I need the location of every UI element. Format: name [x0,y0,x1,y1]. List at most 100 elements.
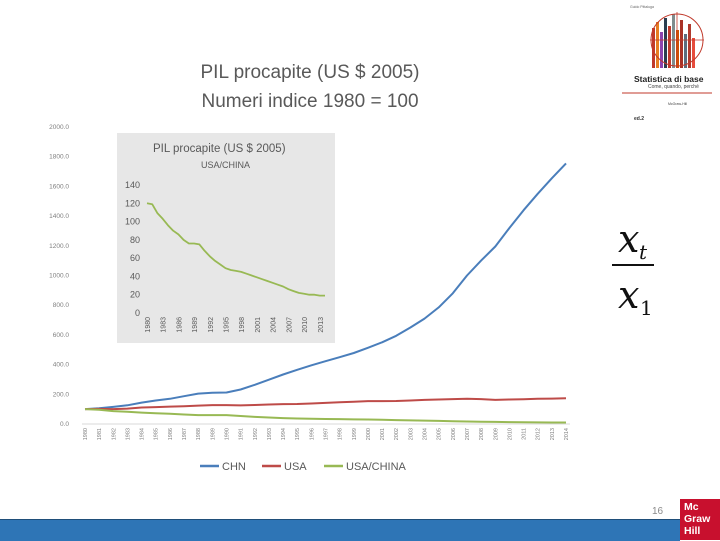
book-edition: ed.2 [634,116,645,122]
main-x-tick-label: 1980 [83,428,89,440]
index-formula: x t x 1 [606,216,660,326]
inset-x-tick-label: 1986 [176,317,183,333]
series-line-chn [84,162,567,411]
main-x-tick-label: 1985 [154,428,160,440]
main-x-tick-label: 1991 [239,428,245,440]
logo-line-1: Mc [684,501,699,513]
main-x-tick-label: 2002 [394,428,400,440]
main-x-tick-label: 1999 [352,428,358,440]
main-x-tick-label: 1990 [224,428,230,440]
slide-title: PIL procapite (US $ 2005) Numeri indice … [150,58,470,116]
legend-label: USA/CHINA [346,461,407,473]
main-x-tick-label: 2004 [423,428,429,440]
main-y-axis: 0.0 200.0 400.0 600.0 800.0 1000.0 1200.0 1400.… [49,124,570,428]
logo-line-3: Hill [684,525,701,537]
main-x-tick-label: 2013 [550,428,556,440]
main-x-tick-label: 1983 [125,428,131,440]
main-y-tick-label: 600.0 [53,332,70,339]
inset-chart: 0 20 40 60 80 100 120 140 1980 1983 1986 1989 1992 1… [117,133,335,343]
book-subtitle: Come, quando, perché [648,84,699,90]
slide-title-line1: PIL procapite (US $ 2005) [200,62,420,83]
main-x-tick-label: 2001 [380,428,386,440]
formula-fraction-bar [612,264,654,266]
main-y-tick-label: 1000.0 [49,273,69,280]
footer-bar [0,519,680,541]
inset-x-tick-label: 1998 [239,317,246,333]
inset-y-tick-label: 0 [135,308,140,318]
main-y-tick-label: 2000.0 [49,124,69,131]
inset-y-tick-label: 80 [130,235,140,245]
inset-x-tick-label: 1995 [224,317,231,333]
inset-y-tick-label: 120 [125,198,140,208]
inset-x-tick-label: 2013 [318,317,325,333]
main-y-tick-label: 200.0 [53,391,70,398]
publisher-logo: Mc Graw Hill [680,499,720,540]
main-x-tick-label: 1993 [267,428,273,440]
main-x-tick-label: 2000 [366,428,372,440]
inset-y-tick-label: 100 [125,217,140,227]
main-x-tick-label: 2014 [564,428,570,440]
inset-x-tick-label: 2010 [302,317,309,333]
main-x-tick-label: 2011 [522,428,528,440]
main-x-tick-label: 2008 [479,428,485,440]
legend-label: CHN [222,461,246,473]
main-y-tick-label: 1800.0 [49,154,69,161]
main-y-tick-label: 0.0 [60,421,69,428]
inset-x-tick-label: 2001 [255,317,262,333]
slide-title-line2: Numeri indice 1980 = 100 [201,91,419,112]
series-line-usa-china [84,408,566,424]
main-x-tick-label: 2010 [507,428,513,440]
main-y-tick-label: 400.0 [53,362,70,369]
main-x-tick-label: 2007 [465,428,471,440]
main-x-tick-label: 1984 [140,428,146,440]
inset-x-tick-label: 1992 [208,317,215,333]
book-title: Statistica di base [634,74,704,84]
main-x-tick-label: 1992 [253,428,259,440]
inset-series-line-usa-china [146,202,325,297]
main-x-tick-label: 2006 [451,428,457,440]
formula-numerator-var: x [618,217,640,261]
book-cover-art [622,0,712,125]
inset-x-tick-label: 1983 [161,317,168,333]
main-x-axis: 1980 1981 1982 1983 1984 1985 1986 1987 1988 1989… [83,428,570,440]
main-x-tick-label: 1997 [324,428,330,440]
inset-x-tick-label: 1980 [145,317,152,333]
inset-chart-subtitle: USA/CHINA [201,160,251,170]
formula-denominator-sub: 1 [640,296,653,320]
main-series-lines [84,162,567,424]
main-x-tick-label: 1981 [97,428,103,440]
main-x-tick-label: 2005 [437,428,443,440]
inset-y-tick-label: 20 [130,290,140,300]
formula-numerator-sub: t [639,240,648,264]
logo-line-2: Graw [684,513,711,525]
page-number: 16 [652,506,664,517]
main-y-tick-label: 1600.0 [49,183,69,190]
main-x-tick-label: 1989 [210,428,216,440]
main-y-tick-label: 800.0 [53,302,70,309]
inset-x-tick-label: 2007 [286,317,293,333]
main-x-tick-label: 1986 [168,428,174,440]
inset-y-axis: 0 20 40 60 80 100 120 140 [125,180,140,318]
main-x-tick-label: 2012 [536,428,542,440]
main-x-tick-label: 1988 [196,428,202,440]
main-x-tick-label: 1987 [182,428,188,440]
main-y-tick-label: 1200.0 [49,243,69,250]
inset-x-tick-label: 1989 [192,317,199,333]
inset-series-lines [146,202,325,297]
main-legend: CHN USA USA/CHINA [200,461,407,473]
main-x-tick-label: 2009 [493,428,499,440]
book-cover: Guido Pittaluga Statistica di base Come,… [622,0,712,125]
main-x-tick-label: 2003 [408,428,414,440]
formula-denominator-var: x [618,273,640,317]
main-x-tick-label: 1982 [111,428,117,440]
main-x-tick-label: 1998 [338,428,344,440]
inset-y-tick-label: 140 [125,180,140,190]
inset-y-tick-label: 60 [130,253,140,263]
book-publisher: McGraw-Hill [668,102,688,106]
legend-label: USA [284,461,307,473]
main-y-tick-label: 1400.0 [49,213,69,220]
inset-chart-title: PIL procapite (US $ 2005) [153,143,286,155]
book-author: Guido Pittaluga [630,5,654,9]
